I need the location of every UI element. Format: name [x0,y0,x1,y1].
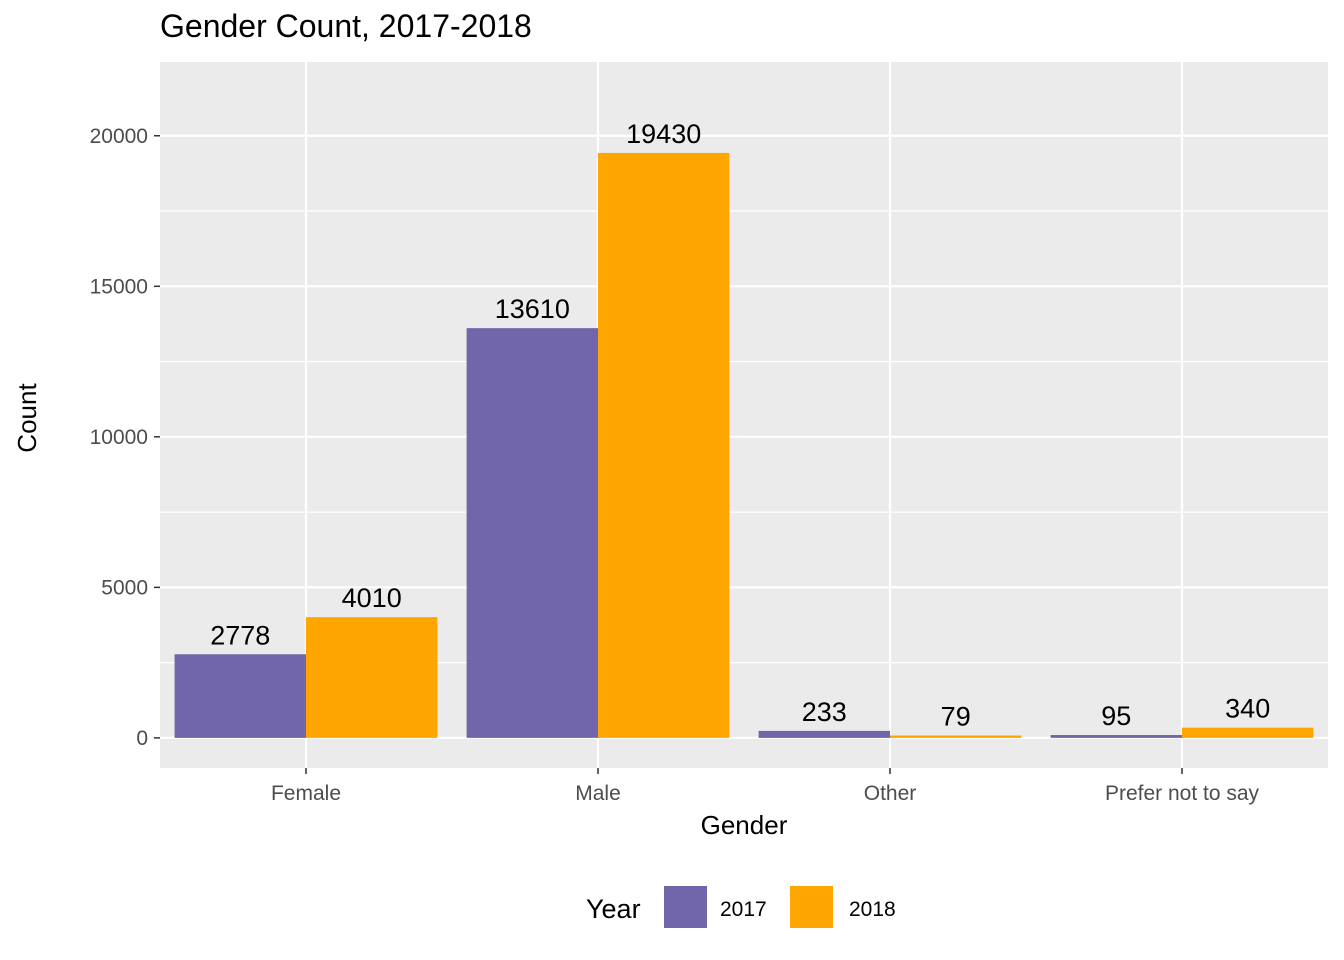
legend-key [664,886,707,928]
bar [890,735,1022,738]
y-tick-label: 15000 [90,275,148,298]
bar [758,730,890,738]
bar [1050,735,1182,738]
data-label: 95 [1101,701,1131,731]
y-tick-label: 5000 [101,576,148,599]
legend-label: 2017 [720,898,767,921]
y-tick-label: 10000 [90,426,148,449]
data-label: 19430 [626,119,701,149]
data-label: 2778 [210,620,270,650]
y-tick-label: 0 [136,727,148,750]
data-label: 13610 [495,294,570,324]
x-tick-label: Female [271,782,341,805]
x-tick-label: Male [575,782,621,805]
bar [174,654,306,738]
legend-key [790,886,833,928]
bar [1182,727,1314,738]
data-label: 340 [1225,694,1270,724]
legend-title: Year [586,894,641,924]
data-labels: 2778 4010 13610 19430 233 79 95 340 [210,119,1270,732]
bar [598,152,730,738]
x-ticks: Female Male Other Prefer not to say [271,768,1260,805]
bars [174,152,1314,738]
data-label: 4010 [342,583,402,613]
data-label: 79 [941,702,971,732]
legend: Year 2017 2018 [586,886,896,928]
legend-label: 2018 [849,898,896,921]
y-axis-title: Count [12,383,42,453]
y-ticks: 0 5000 10000 15000 20000 [90,125,160,750]
x-tick-label: Prefer not to say [1105,782,1260,805]
bar [466,328,598,738]
data-label: 233 [802,697,847,727]
x-axis-title: Gender [701,810,788,840]
y-tick-label: 20000 [90,125,148,148]
x-tick-label: Other [864,782,917,805]
chart-title: Gender Count, 2017-2018 [160,8,532,44]
bar [306,617,438,738]
